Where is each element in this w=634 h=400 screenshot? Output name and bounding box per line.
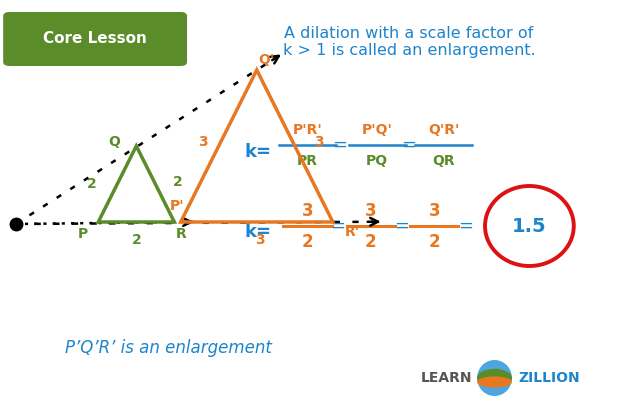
Text: 2: 2 (172, 175, 183, 189)
Text: 3: 3 (302, 202, 313, 220)
Text: 2: 2 (365, 233, 377, 251)
Text: 2: 2 (302, 233, 313, 251)
Text: P: P (77, 227, 87, 241)
Text: PR: PR (297, 154, 318, 168)
Text: Q': Q' (258, 53, 275, 67)
Text: R: R (176, 227, 186, 241)
Text: P': P' (170, 199, 185, 213)
Text: A dilation with a scale factor of
k > 1 is called an enlargement.: A dilation with a scale factor of k > 1 … (283, 26, 535, 58)
Text: k=: k= (244, 223, 271, 241)
Text: Q: Q (108, 135, 120, 149)
Text: k=: k= (244, 143, 271, 161)
Text: 2: 2 (429, 233, 440, 251)
Text: 3: 3 (429, 202, 440, 220)
Text: 3: 3 (365, 202, 377, 220)
Ellipse shape (477, 376, 512, 388)
Text: P’Q’R’ is an enlargement: P’Q’R’ is an enlargement (65, 339, 271, 357)
Text: Q'R': Q'R' (428, 123, 460, 137)
Text: ZILLION: ZILLION (519, 371, 581, 385)
FancyBboxPatch shape (3, 12, 187, 66)
Text: =: = (458, 217, 474, 235)
Text: Core Lesson: Core Lesson (43, 31, 147, 46)
Text: 3: 3 (314, 135, 324, 149)
Text: P'Q': P'Q' (362, 123, 392, 137)
Text: =: = (401, 136, 417, 154)
Text: 3: 3 (198, 135, 208, 149)
Text: 2: 2 (131, 233, 141, 247)
Text: =: = (394, 217, 409, 235)
Text: 2: 2 (87, 177, 97, 191)
Text: =: = (330, 217, 346, 235)
Ellipse shape (477, 360, 512, 396)
Text: 1.5: 1.5 (512, 216, 547, 236)
Text: =: = (332, 136, 347, 154)
Text: R': R' (344, 225, 359, 239)
Text: PQ: PQ (366, 154, 388, 168)
Text: P'R': P'R' (293, 123, 322, 137)
Text: 3: 3 (255, 233, 265, 247)
Text: LEARN: LEARN (421, 371, 473, 385)
Ellipse shape (477, 369, 512, 387)
Text: QR: QR (432, 154, 455, 168)
